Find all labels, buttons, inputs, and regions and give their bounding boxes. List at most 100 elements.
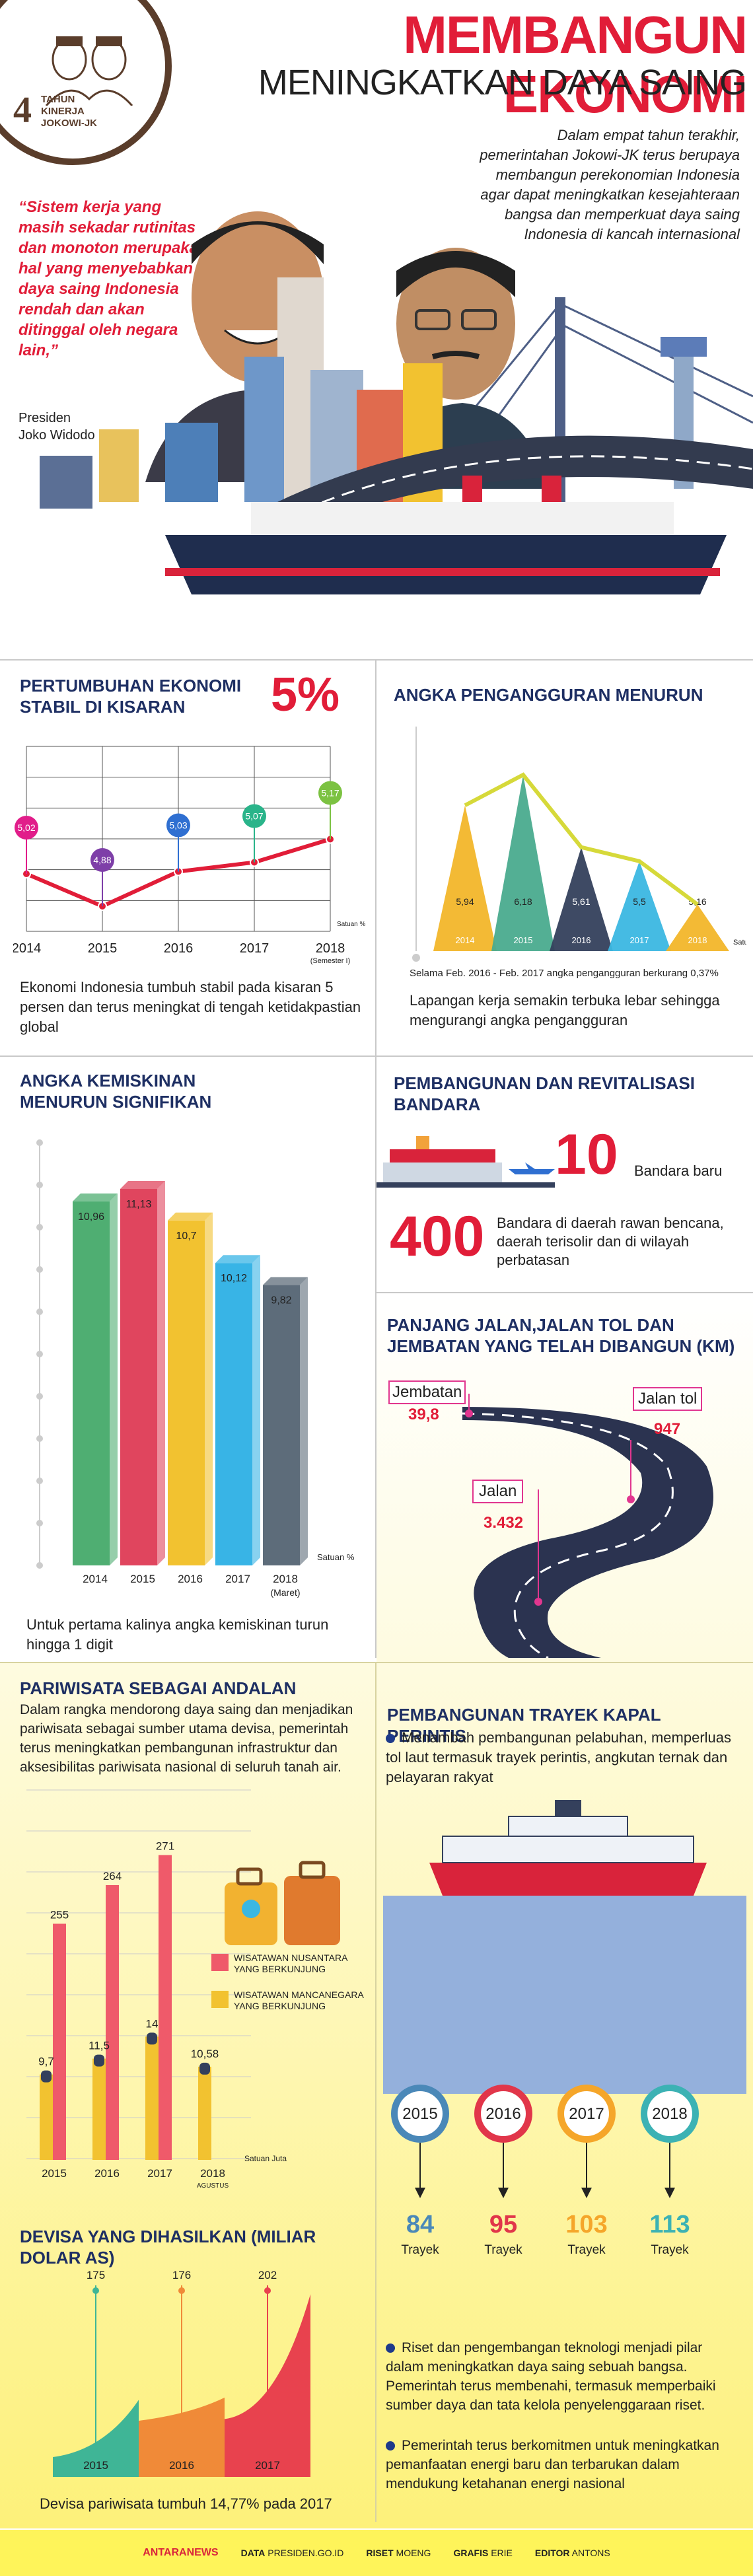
growth-x-tick: 2017 bbox=[240, 941, 269, 956]
tourism-foreign-label: 10,58 bbox=[191, 2048, 219, 2060]
airport-icon bbox=[377, 1136, 555, 1188]
shipping-arrow-icon bbox=[581, 2188, 592, 2198]
unemp-data-label: 5,61 bbox=[572, 896, 590, 907]
growth-data-label: 5,02 bbox=[17, 822, 35, 833]
shipping-route-unit: Trayek bbox=[651, 2243, 689, 2257]
growth-x-subtick: (Semester I) bbox=[310, 957, 351, 965]
cargo-ship-icon bbox=[383, 1800, 746, 2094]
shipping-route-unit: Trayek bbox=[484, 2243, 522, 2257]
forex-caption: Devisa pariwisata tumbuh 14,77% pada 201… bbox=[40, 2495, 332, 2512]
logo-line1: TAHUN bbox=[41, 94, 75, 105]
forex-dot bbox=[92, 2287, 99, 2294]
poverty-data-label: 10,96 bbox=[78, 1211, 104, 1223]
unemp-triangle bbox=[608, 861, 671, 951]
poverty-bar-top bbox=[215, 1255, 260, 1264]
poverty-chart: 10,96 2014 11,13 2015 10,7 2016 10,12 2017 9,82 2… bbox=[36, 1139, 355, 1598]
poverty-axis-dot bbox=[36, 1351, 43, 1357]
forex-data-label: 202 bbox=[258, 2269, 277, 2281]
shipping-year-label: 2017 bbox=[569, 2105, 604, 2123]
tourism-domestic-label: 264 bbox=[103, 1870, 122, 1882]
tourism-domestic-bar bbox=[159, 1855, 172, 2160]
unemployment-caption: Lapangan kerja semakin terbuka lebar seh… bbox=[410, 992, 720, 1028]
growth-label-bubble bbox=[15, 816, 38, 840]
shipping-route-count: 113 bbox=[649, 2211, 690, 2238]
footer-research: RISET MOENG bbox=[366, 2548, 431, 2558]
divider-v2 bbox=[375, 1663, 377, 2522]
logo-badge: 4 TAHUN KINERJA JOKOWI-JK bbox=[0, 0, 172, 165]
tourism-title: PARIWISATA SEBAGAI ANDALAN bbox=[20, 1678, 297, 1698]
forex-dot bbox=[178, 2287, 185, 2294]
growth-data-label: 5,07 bbox=[245, 811, 263, 822]
footer-graphic-value: ERIE bbox=[491, 2548, 513, 2558]
poverty-x-tick: 2017 bbox=[225, 1573, 250, 1585]
poverty-bar-side bbox=[110, 1193, 118, 1565]
shipping-title: PEMBANGUNAN TRAYEK KAPAL PERINTIS bbox=[387, 1705, 661, 1746]
growth-unit-label: Satuan % bbox=[337, 921, 365, 928]
growth-x-tick: 2016 bbox=[164, 941, 194, 956]
unemp-axis-dot bbox=[412, 954, 420, 962]
growth-label-bubble bbox=[242, 804, 266, 828]
growth-caption: Ekonomi Indonesia tumbuh stabil pada kis… bbox=[20, 979, 361, 1035]
airports-remote-label: Bandara di daerah rawan bencana, daerah … bbox=[497, 1215, 724, 1268]
shipping-route-count: 84 bbox=[406, 2211, 434, 2238]
shipping-route-count: 103 bbox=[565, 2211, 607, 2238]
tourism-x-subtick: AGUSTUS bbox=[197, 2182, 229, 2190]
footer-research-label: RISET bbox=[366, 2548, 394, 2558]
shipping-arrow-icon bbox=[415, 2188, 425, 2198]
forex-x-tick: 2016 bbox=[169, 2459, 194, 2472]
poverty-bar-top bbox=[73, 1193, 118, 1201]
growth-label-bubble bbox=[318, 781, 342, 805]
poverty-bar-side bbox=[157, 1181, 165, 1565]
poverty-data-label: 11,13 bbox=[126, 1199, 152, 1210]
footer-brand: ANTARANEWS bbox=[143, 2547, 219, 2558]
airports-remote-count: 400 bbox=[390, 1205, 485, 1268]
divider-h3 bbox=[377, 1292, 753, 1293]
divider-h1 bbox=[0, 659, 753, 661]
shipping-bullet3-text: Pemerintah terus berkomitmen untuk menin… bbox=[386, 2438, 719, 2491]
unemp-trend-line bbox=[464, 772, 699, 906]
unemp-x-tick: 2014 bbox=[456, 935, 475, 945]
forex-area-segment bbox=[53, 2400, 139, 2477]
footer-data-value: PRESIDEN.GO.ID bbox=[268, 2548, 344, 2558]
city-bridge-illustration bbox=[40, 211, 753, 594]
shipping-chart: 2015 84 Trayek 2016 95 Trayek 2017 103 Trayek 201… bbox=[391, 2085, 699, 2257]
poverty-bar bbox=[73, 1201, 110, 1565]
forex-area-segment bbox=[225, 2294, 310, 2477]
footer-data: DATA PRESIDEN.GO.ID bbox=[241, 2548, 344, 2558]
poverty-data-label: 10,7 bbox=[176, 1231, 196, 1242]
forex-data-label: 176 bbox=[172, 2269, 191, 2281]
shipping-year-inner bbox=[481, 2091, 526, 2136]
poverty-axis-dot bbox=[36, 1562, 43, 1569]
poverty-data-label: 9,82 bbox=[271, 1295, 291, 1306]
shipping-bullet2: Riset dan pengembangan teknologi menjadi… bbox=[386, 2338, 729, 2415]
poverty-axis-dot bbox=[36, 1266, 43, 1273]
logo-number: 4 bbox=[13, 90, 32, 131]
bullet-dot-icon bbox=[386, 1734, 395, 1744]
poverty-bar bbox=[263, 1285, 300, 1565]
logo-line2: KINERJA bbox=[41, 106, 85, 117]
tourism-x-tick: 2015 bbox=[42, 2167, 67, 2180]
shipping-bullet3: Pemerintah terus berkomitmen untuk menin… bbox=[386, 2436, 729, 2493]
unemp-unit-label: Satuan % bbox=[733, 939, 746, 947]
poverty-axis-dot bbox=[36, 1182, 43, 1188]
tourism-foreign-label: 9,7 bbox=[38, 2056, 54, 2068]
poverty-x-tick: 2016 bbox=[178, 1573, 203, 1585]
growth-label-bubble bbox=[166, 813, 190, 838]
poverty-x-tick: 2015 bbox=[130, 1573, 155, 1585]
luggage-icon bbox=[225, 1861, 340, 1945]
unemp-triangle bbox=[550, 847, 613, 951]
shipping-year-label: 2018 bbox=[652, 2105, 687, 2123]
growth-data-label: 5,17 bbox=[321, 788, 339, 799]
tourism-x-tick: 2018 bbox=[200, 2167, 225, 2180]
road-label: Jalan bbox=[472, 1480, 524, 1503]
unemp-x-tick: 2017 bbox=[630, 935, 649, 945]
shipping-year-inner bbox=[564, 2091, 609, 2136]
legend-foreign-swatch bbox=[211, 1991, 229, 2008]
logo-line3: JOKOWI-JK bbox=[41, 118, 98, 129]
tourism-foreign-bar bbox=[145, 2036, 159, 2160]
tourism-foreign-cap bbox=[147, 2032, 157, 2045]
roads-title: PANJANG JALAN,JALAN TOL DAN JEMBATAN YAN… bbox=[387, 1315, 735, 1356]
unemployment-title: ANGKA PENGANGGURAN MENURUN bbox=[394, 685, 703, 705]
poverty-caption: Untuk pertama kalinya angka kemiskinan t… bbox=[26, 1616, 329, 1653]
